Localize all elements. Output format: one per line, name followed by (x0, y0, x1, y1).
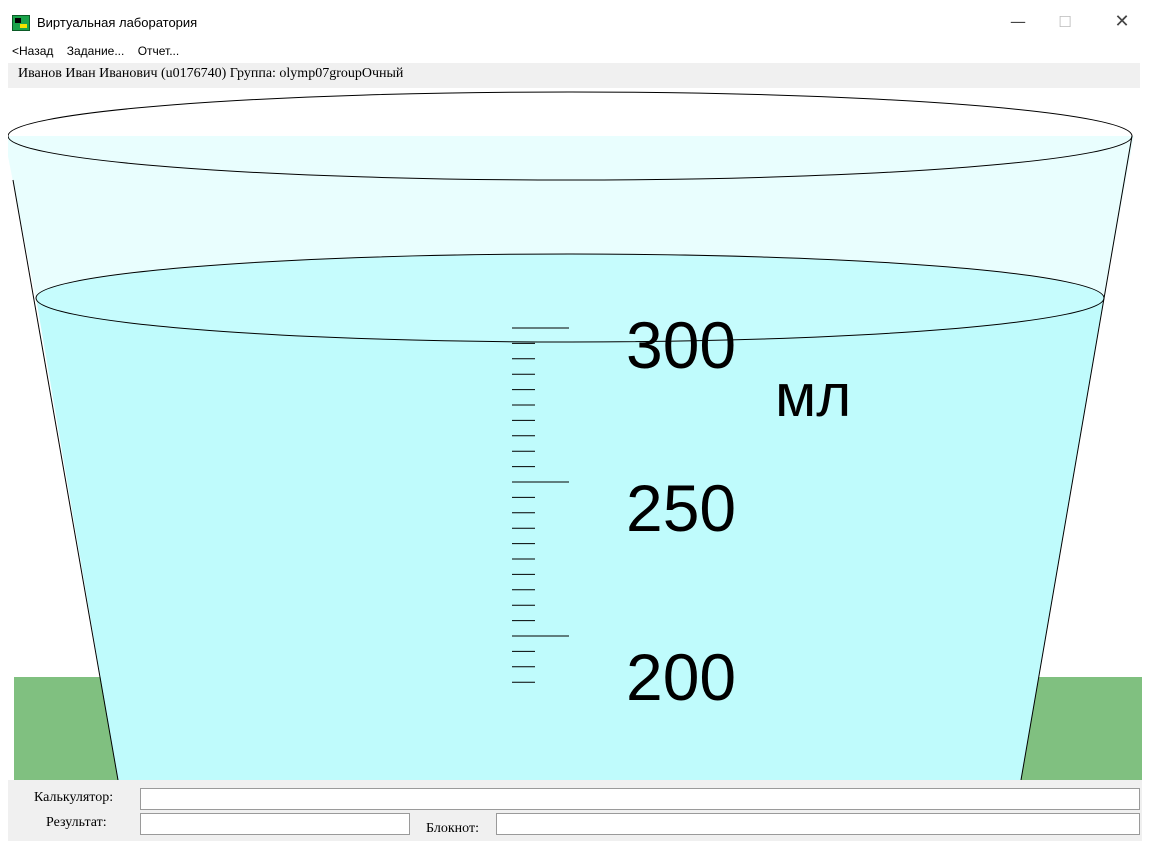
app-icon (12, 15, 30, 31)
beaker-glass (8, 136, 1134, 298)
beaker-rim (8, 91, 1133, 181)
scale-unit: мл (775, 362, 851, 429)
bottom-panel: Калькулятор: Результат: Блокнот: (8, 780, 1142, 841)
result-label: Результат: (46, 815, 107, 830)
result-input[interactable] (140, 813, 410, 835)
beaker-wall-left (12, 179, 119, 780)
liquid-surface (35, 253, 1105, 343)
calculator-input[interactable] (140, 788, 1140, 810)
menu-report[interactable]: Отчет... (137, 44, 180, 58)
calculator-label: Калькулятор: (34, 790, 114, 805)
window-title: Виртуальная лаборатория (37, 15, 198, 30)
lab-canvas: 300 250 200 мл (8, 88, 1142, 780)
minimize-button[interactable]: — (1010, 12, 1026, 31)
scale-ticks (512, 327, 569, 683)
notepad-input[interactable] (496, 813, 1140, 835)
beaker-wall-right (1020, 135, 1133, 780)
user-info-text: Иванов Иван Иванович (u0176740) Группа: … (18, 66, 404, 81)
title-bar: Виртуальная лаборатория — ☐ ✕ (0, 0, 1150, 44)
scale-label-300: 300 (626, 308, 736, 382)
maximize-button[interactable]: ☐ (1058, 13, 1072, 31)
menu-task[interactable]: Задание... (66, 44, 125, 58)
menu-back[interactable]: <Назад (12, 44, 54, 58)
liquid-body (36, 298, 1104, 780)
close-button[interactable]: ✕ (1114, 11, 1130, 32)
scale-label-200: 200 (626, 640, 736, 714)
menu-bar: <Назад Задание... Отчет... (12, 44, 189, 62)
beaker-scene: 300 250 200 мл (8, 91, 1142, 780)
notepad-label: Блокнот: (426, 821, 479, 836)
scale-label-250: 250 (626, 471, 736, 545)
user-info-bar: Иванов Иван Иванович (u0176740) Группа: … (8, 63, 1140, 89)
